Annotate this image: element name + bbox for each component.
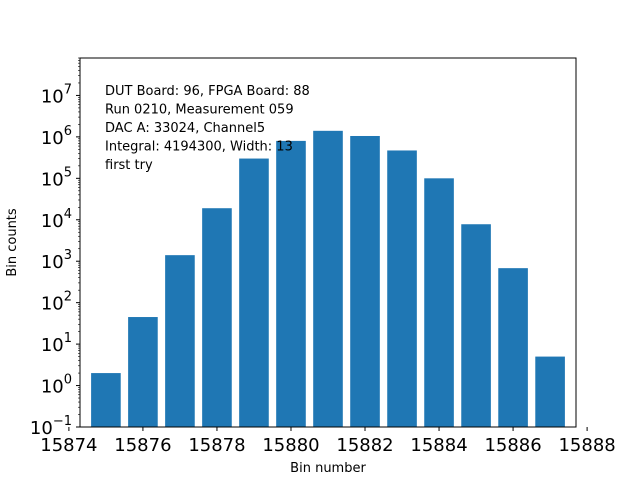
annotation-box: DUT Board: 96, FPGA Board: 88 Run 0210, M… [105,84,310,173]
x-tick-label: 15888 [558,435,615,456]
bar [165,255,195,427]
bar [202,208,232,427]
x-tick-label: 15880 [262,435,319,456]
annotation-line: Run 0210, Measurement 059 [105,103,294,118]
bar [350,135,380,427]
bar [276,140,306,427]
bar [91,373,121,427]
x-tick-label: 15874 [40,435,97,456]
y-axis-label: Bin counts [5,208,20,277]
x-tick-label: 15882 [336,435,393,456]
bar [387,150,417,427]
annotation-line: DUT Board: 96, FPGA Board: 88 [105,84,310,99]
bar [313,130,343,427]
x-axis-ticks: 15874 15876 15878 15880 15882 15884 15886 15888 [40,427,616,456]
y-tick-label: 103 [41,248,72,273]
x-tick-label: 15878 [188,435,245,456]
annotation-line: Integral: 4194300, Width: 13 [105,140,293,155]
y-tick-label: 100 [41,373,72,398]
y-tick-label: 104 [41,207,72,232]
y-tick-label: 101 [41,331,72,356]
bar [535,356,565,427]
x-tick-label: 15884 [410,435,467,456]
y-tick-label: 105 [41,165,72,190]
bar [128,317,158,427]
x-tick-label: 15876 [114,435,171,456]
annotation-line: first try [105,158,153,173]
bar [239,158,269,427]
y-tick-label: 10−1 [30,414,72,439]
y-tick-label: 102 [41,290,72,315]
bar [461,224,491,427]
x-axis-label: Bin number [290,461,366,476]
x-tick-label: 15886 [484,435,541,456]
plot-frame [79,57,577,428]
bar [424,178,454,427]
annotation-line: DAC A: 33024, Channel5 [105,121,265,136]
bar [498,268,528,427]
y-axis-ticks: 10−1 100 101 102 103 104 105 106 107 [30,57,80,439]
bars-group [91,130,565,427]
y-tick-label: 107 [41,82,72,107]
y-tick-label: 106 [41,124,72,149]
